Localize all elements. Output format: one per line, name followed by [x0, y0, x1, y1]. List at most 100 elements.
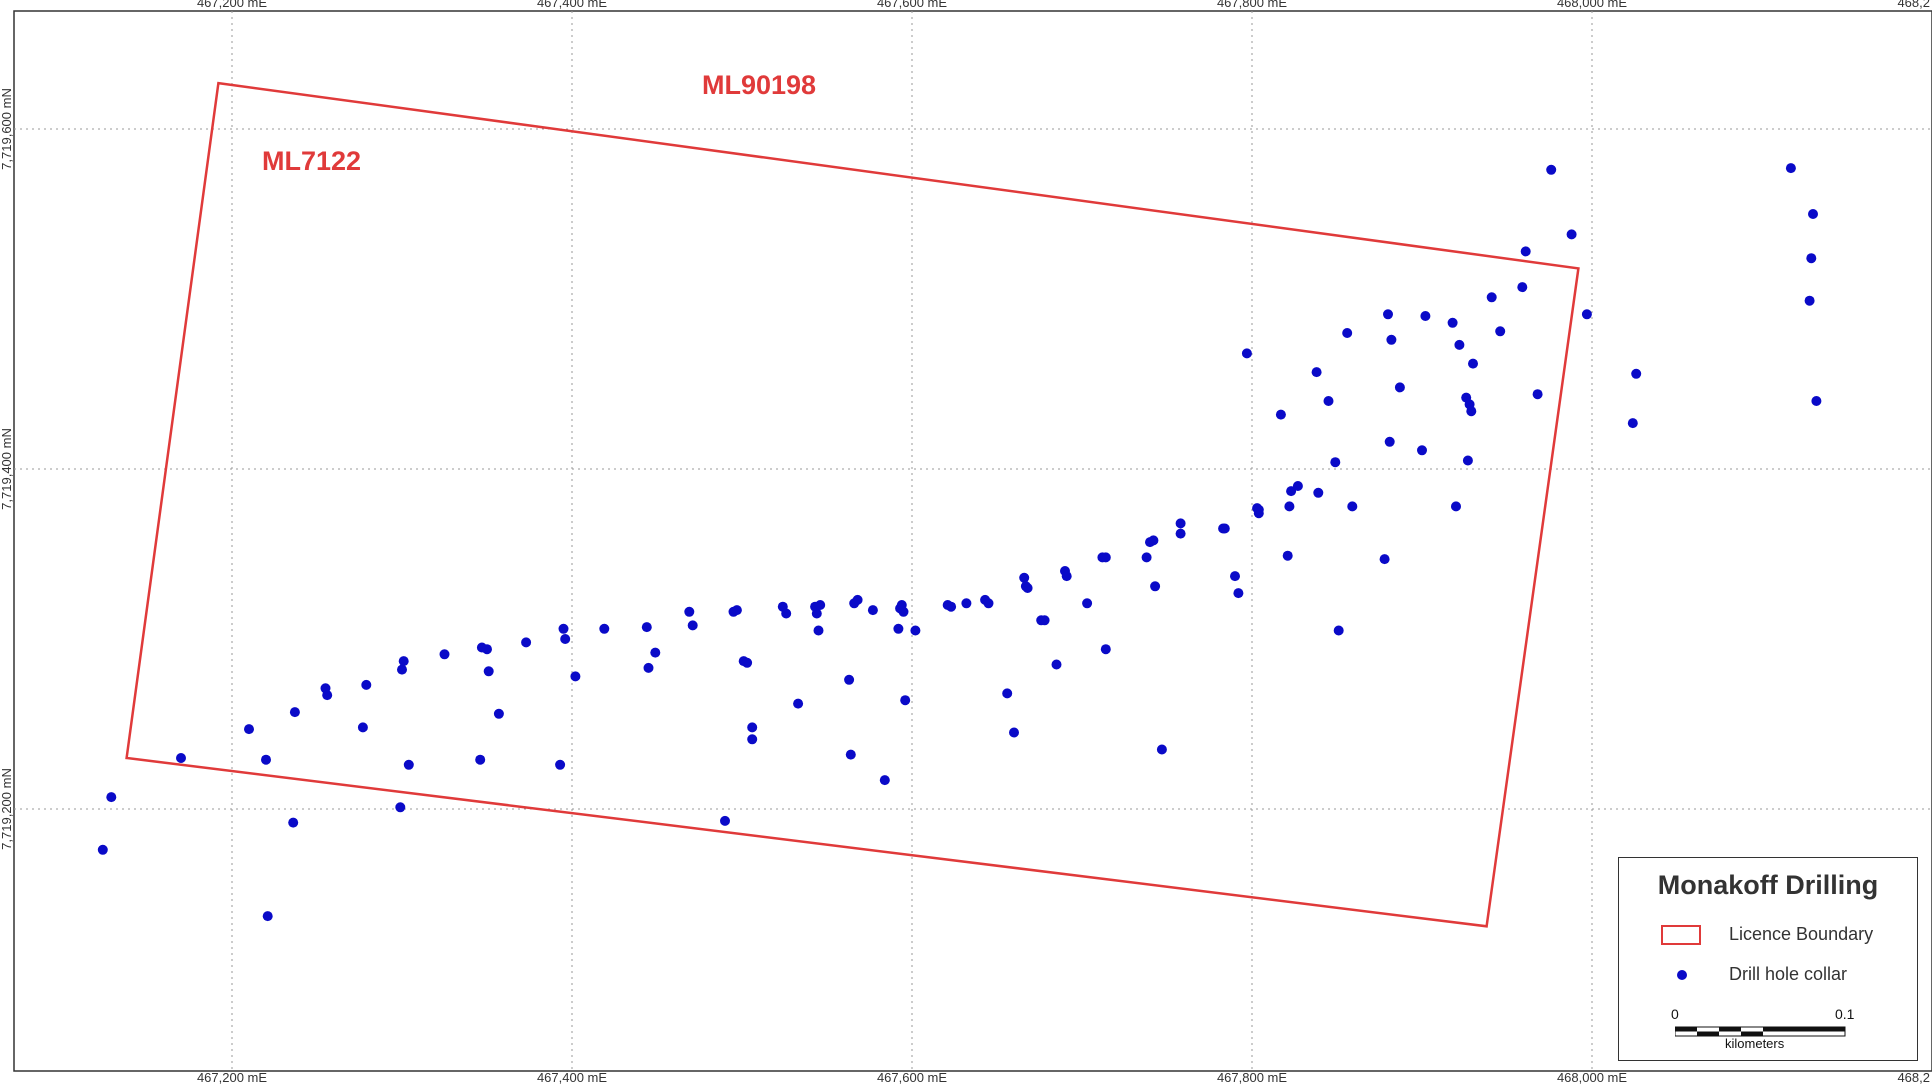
drill-hole-collar [397, 664, 407, 675]
northing-labels: 7,719,600 mN 7,719,400 mN 7,719,200 mN [0, 88, 14, 850]
drill-hole-collar [879, 775, 890, 786]
drill-hole-collar [261, 754, 271, 765]
drill-hole-collar [684, 606, 695, 617]
drill-hole-collar [403, 759, 414, 770]
drill-hole-collar [482, 644, 492, 655]
easting-tick-top: 468,000 mE [1557, 0, 1627, 10]
drill-hole-collar [1627, 418, 1638, 429]
legend-label-collar: Drill hole collar [1729, 964, 1848, 984]
drill-hole-collar [742, 657, 753, 668]
drill-hole-collar [893, 623, 904, 634]
drill-hole-collar [641, 622, 652, 633]
scale-zero: 0 [1671, 1006, 1679, 1022]
drill-hole-collar [1806, 253, 1817, 264]
drill-hole-collar [289, 707, 300, 718]
licence-label-ml90198: ML90198 [702, 70, 816, 100]
drill-hole-collar [560, 634, 571, 644]
drill-hole-collar [1517, 282, 1528, 293]
legend-item-boundary: Licence Boundary [1619, 922, 1917, 950]
drill-hole-collar [1468, 358, 1478, 369]
drill-hole-collar [1330, 457, 1341, 468]
drill-hole-collar [781, 608, 792, 619]
drill-hole-collar [1219, 523, 1230, 534]
drill-hole-collar [793, 698, 804, 709]
drill-hole-collar [1253, 508, 1264, 519]
drill-hole-collar [687, 620, 698, 631]
drill-hole-collar [747, 722, 758, 733]
easting-labels-bottom: 467,200 mE 467,400 mE 467,600 mE 467,800 mE… [197, 1070, 1930, 1084]
licence-label-ml7122: ML7122 [262, 146, 361, 176]
easting-tick-bottom: 467,600 mE [877, 1070, 947, 1084]
drill-hole-collar [1241, 348, 1252, 359]
drill-hole-collar [747, 734, 758, 745]
drill-hole-collar [900, 695, 911, 706]
drill-hole-collar [493, 708, 504, 719]
drill-hole-collar [1566, 229, 1577, 240]
drill-hole-collar [1282, 550, 1293, 561]
drill-hole-collar [395, 802, 406, 813]
graticule [14, 11, 1932, 1071]
drill-hole-collar [1022, 583, 1033, 593]
drill-hole-collar [844, 674, 855, 685]
drill-hole-collar [1785, 163, 1796, 174]
easting-tick-top: 468,2 [1897, 0, 1930, 10]
drill-hole-collar [1451, 501, 1461, 512]
drill-hole-collar [1379, 554, 1390, 565]
drill-hole-collar [946, 601, 957, 612]
drill-hole-collar [483, 666, 494, 677]
drill-hole-collar [1383, 309, 1393, 320]
drill-hole-collar [1420, 311, 1431, 321]
collar-dot-icon [1677, 970, 1687, 980]
drill-hole-collar [262, 911, 273, 922]
drill-hole-collar [1631, 368, 1642, 379]
drill-hole-collar [1019, 572, 1030, 583]
drill-hole-collar [1323, 396, 1334, 406]
drill-hole-collar [1148, 535, 1159, 546]
drill-hole-collar [1466, 406, 1477, 417]
scale-bar-graphic [1675, 1026, 1846, 1037]
drill-hole-collar [1051, 659, 1062, 670]
drill-hole-collar [1009, 727, 1019, 738]
drill-hole-collar [867, 605, 878, 616]
drill-hole-collar [1100, 644, 1111, 655]
easting-tick-top: 467,200 mE [197, 0, 267, 10]
easting-tick-top: 467,800 mE [1217, 0, 1287, 10]
drill-hole-collar [176, 753, 186, 763]
northing-tick: 7,719,200 mN [0, 768, 14, 850]
drill-hole-collar [1342, 328, 1353, 338]
drill-hole-collar [1495, 326, 1506, 337]
drill-hole-collar [813, 625, 824, 636]
drill-hole-collar [398, 656, 409, 667]
easting-labels-top: 467,200 mE 467,400 mE 467,600 mE 467,800 mE… [197, 0, 1930, 10]
legend-item-collar: Drill hole collar [1619, 962, 1917, 990]
drill-hole-collar [1230, 571, 1240, 582]
scale-max: 0.1 [1835, 1006, 1855, 1022]
easting-tick-bottom: 467,400 mE [537, 1070, 607, 1084]
drill-hole-collar [97, 844, 108, 855]
drill-hole-collar [475, 754, 486, 765]
drill-hole-collar [910, 625, 921, 636]
drill-hole-collar [106, 792, 117, 803]
drill-hole-collar [961, 598, 972, 609]
drill-hole-collar [1311, 367, 1322, 378]
drill-hole-collar [898, 606, 909, 617]
legend: Monakoff Drilling Licence Boundary Drill… [1618, 857, 1918, 1061]
drill-hole-collar [1284, 501, 1295, 512]
drill-hole-collar [1417, 445, 1427, 456]
drill-hole-collar [1347, 501, 1358, 512]
drill-hole-collar [1384, 436, 1395, 447]
drill-hole-collar [811, 608, 822, 619]
northing-tick: 7,719,600 mN [0, 88, 14, 170]
drill-hole-collar [1233, 588, 1244, 599]
drill-hole-collar [555, 759, 566, 770]
scale-unit: kilometers [1725, 1036, 1785, 1051]
legend-title: Monakoff Drilling [1657, 870, 1879, 900]
drill-hole-collar [361, 679, 372, 690]
drill-hole-collar [815, 600, 826, 610]
drill-hole-collar [1808, 209, 1818, 219]
drill-hole-collar [558, 623, 569, 634]
drill-hole-collar [1061, 571, 1072, 582]
easting-tick-bottom: 467,200 mE [197, 1070, 267, 1084]
drill-hole-collar [570, 671, 581, 682]
